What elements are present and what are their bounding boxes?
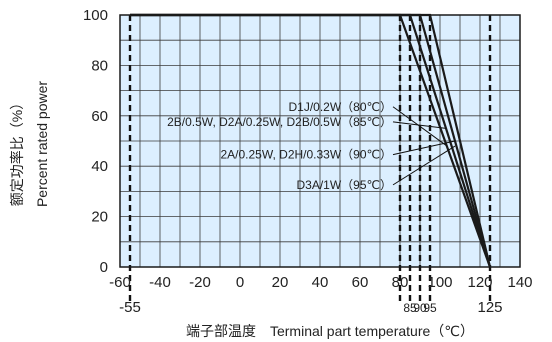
x-extra-label: 95 xyxy=(423,301,437,315)
derating-curves xyxy=(130,13,492,268)
curve-annotations: D1J/0.2W（80℃）2B/0.5W, D2A/0.25W, D2B/0.5… xyxy=(167,100,456,192)
annotation-leader xyxy=(392,106,448,147)
x-extra-label: 85 xyxy=(403,301,417,315)
x-tick-label: -20 xyxy=(189,274,211,291)
x-tick-label: 120 xyxy=(467,274,492,291)
y-axis-title-cn: 额定功率比（%） xyxy=(9,96,25,206)
x-tick-label: -40 xyxy=(149,274,171,291)
annotation-label: D3A/1W（95℃） xyxy=(296,178,392,192)
y-axis-title-en: Percent rated power xyxy=(34,81,50,207)
annotation-leader xyxy=(392,121,447,129)
x-tick-label: -60 xyxy=(109,274,131,291)
annotation-leader xyxy=(392,145,456,186)
grid-lines xyxy=(120,15,520,267)
annotation-leader xyxy=(392,140,456,156)
y-tick-label: 100 xyxy=(83,7,108,24)
x-tick-label: 80 xyxy=(392,274,409,291)
annotation-label: 2A/0.25W, D2H/0.33W（90℃） xyxy=(220,148,392,162)
y-tick-label: 0 xyxy=(100,259,108,276)
annotation-label: 2B/0.5W, D2A/0.25W, D2B/0.5W（85℃） xyxy=(167,115,392,129)
x-tick-label: 140 xyxy=(507,274,532,291)
x-extra-label: 125 xyxy=(477,299,502,316)
y-tick-label: 20 xyxy=(91,209,108,226)
axis-ticks: -60 -40 -20 0 20 40 60 80 100 120 140 0 20 40 60 80 100 -… xyxy=(83,7,533,316)
dashed-reference-lines xyxy=(128,15,492,305)
x-tick-label: 40 xyxy=(312,274,329,291)
annotation-label: D1J/0.2W（80℃） xyxy=(288,100,392,114)
x-extra-label: -55 xyxy=(119,299,141,316)
y-tick-label: 80 xyxy=(91,57,108,74)
y-tick-label: 40 xyxy=(91,158,108,175)
x-tick-label: 20 xyxy=(272,274,289,291)
derating-curve xyxy=(130,13,492,268)
x-extra-label: 90 xyxy=(413,301,427,315)
x-tick-label: 60 xyxy=(352,274,369,291)
x-tick-label: 0 xyxy=(236,274,244,291)
x-tick-label: 100 xyxy=(427,274,452,291)
y-tick-label: 60 xyxy=(91,108,108,125)
x-axis-title: 端子部温度 Terminal part temperature（℃） xyxy=(186,323,474,339)
